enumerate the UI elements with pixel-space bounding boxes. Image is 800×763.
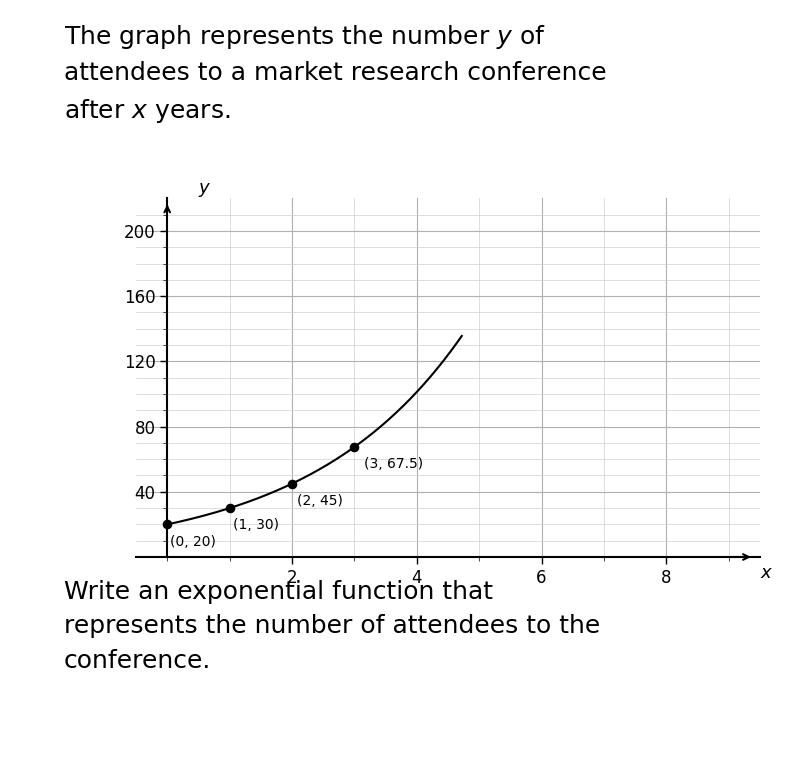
Text: x: x <box>761 564 771 581</box>
Point <box>223 502 236 514</box>
Text: (2, 45): (2, 45) <box>297 494 343 508</box>
Text: (0, 20): (0, 20) <box>170 535 216 549</box>
Text: The graph represents the number $y$ of
attendees to a market research conference: The graph represents the number $y$ of a… <box>64 23 606 125</box>
Point <box>286 478 298 490</box>
Text: y: y <box>198 179 209 197</box>
Text: (1, 30): (1, 30) <box>233 518 278 533</box>
Text: Write an exponential function that
represents the number of attendees to the
con: Write an exponential function that repre… <box>64 580 600 673</box>
Point <box>348 441 361 453</box>
Text: (3, 67.5): (3, 67.5) <box>364 457 423 472</box>
Point <box>161 518 174 530</box>
